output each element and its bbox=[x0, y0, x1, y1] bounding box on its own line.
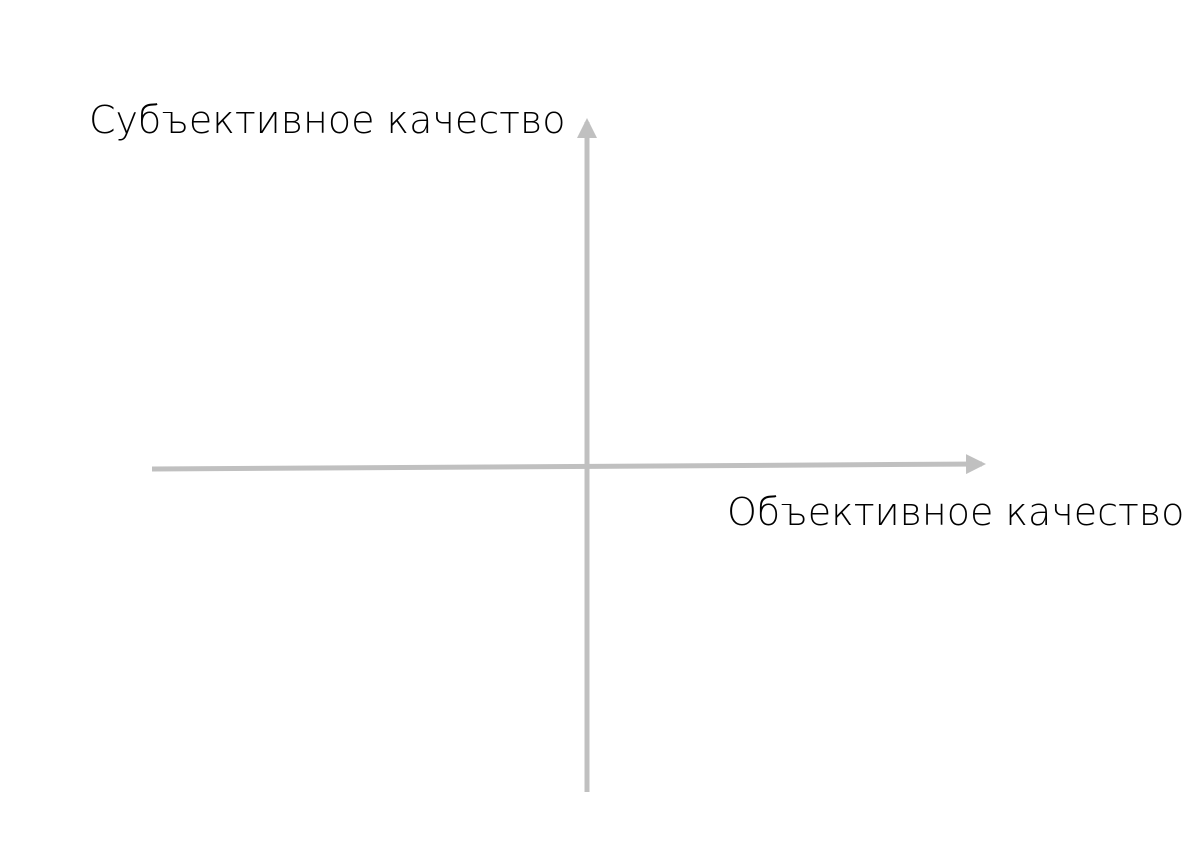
y-axis-label: Субъективное качество bbox=[89, 98, 565, 142]
x-axis-line bbox=[151, 454, 986, 475]
x-axis-label: Объективное качество bbox=[727, 490, 1184, 534]
